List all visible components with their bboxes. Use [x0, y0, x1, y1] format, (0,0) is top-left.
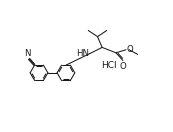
Text: N: N — [24, 49, 31, 58]
Text: HN: HN — [76, 49, 89, 58]
Text: O: O — [120, 62, 127, 71]
Text: O: O — [126, 45, 133, 54]
Text: HCl: HCl — [101, 61, 117, 70]
